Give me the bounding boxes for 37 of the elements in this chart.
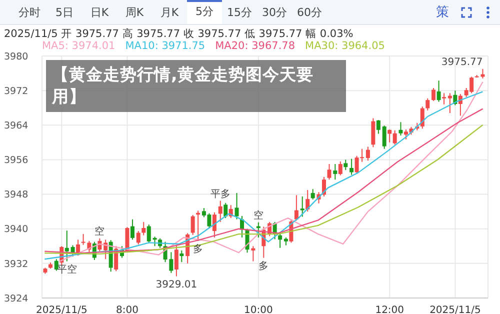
- text: MA30: 3964.05: [305, 40, 385, 52]
- text: MA20: 3967.78: [215, 40, 296, 52]
- y-tick-label: 3924: [4, 293, 28, 304]
- text: 5分: [187, 0, 222, 24]
- annotation: 平空: [56, 263, 77, 276]
- y-tick-label: 3956: [4, 155, 28, 166]
- x-tick-label: 2025/11/5: [430, 305, 481, 314]
- x-tick-label: 12:00: [375, 305, 404, 314]
- text: 【黄金走势行情,黄金走势图今天要用】: [46, 60, 346, 112]
- annotation: 空: [253, 209, 264, 222]
- text: MA10: 3971.75: [125, 40, 206, 52]
- text: 策: [436, 4, 449, 21]
- y-tick-label: 3980: [4, 51, 28, 62]
- text: 月K: [159, 4, 180, 20]
- text: 周K: [124, 4, 145, 20]
- text: 日K: [89, 4, 110, 20]
- annotation: 3929.01: [156, 279, 198, 290]
- y-tick-label: 3940: [4, 224, 28, 236]
- annotation: 3975.77: [441, 56, 483, 68]
- y-tick-label: 3964: [4, 120, 28, 132]
- annotation: 多: [193, 243, 204, 256]
- x-tick-label: 2025/11/5: [36, 305, 88, 314]
- text: 5日: [54, 4, 74, 20]
- text: 30分: [261, 4, 288, 20]
- annotation: 空: [94, 225, 105, 238]
- text: MA5: 3974.01: [42, 40, 116, 52]
- text: 分时: [18, 4, 42, 20]
- y-tick-label: 3972: [4, 86, 28, 97]
- x-tick-label: 10:00: [244, 305, 273, 314]
- annotation: 多: [258, 260, 269, 272]
- y-tick-label: 3948: [4, 190, 28, 201]
- chart-subtitle: 2025/11/5 开 3975.77 高 3975.77 收 3975.77 低 3975.77 幅 0.03%: [4, 27, 354, 41]
- y-tick-label: 3932: [4, 258, 28, 270]
- text: 60分: [296, 4, 323, 20]
- text: 15分: [226, 4, 253, 20]
- x-tick-label: 8:00: [116, 305, 138, 314]
- annotation: 平多: [210, 188, 230, 200]
